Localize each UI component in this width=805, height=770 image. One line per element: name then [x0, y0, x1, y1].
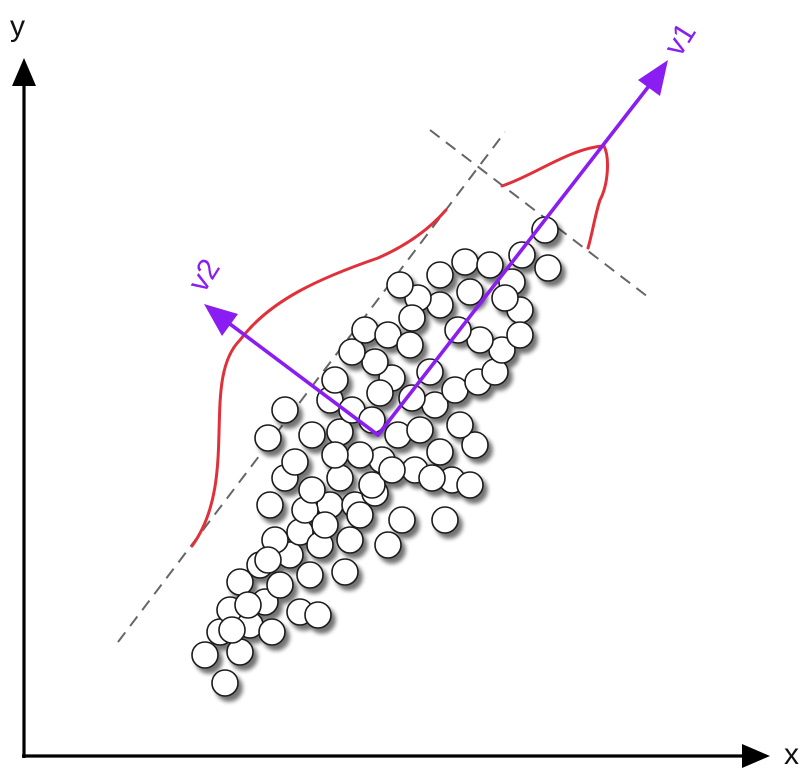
axes: y x: [10, 10, 799, 770]
data-point: [346, 501, 374, 529]
v1-vector-line: [376, 80, 654, 437]
data-point: [304, 601, 332, 629]
data-point: [331, 558, 359, 586]
data-point: [446, 411, 474, 439]
data-point: [326, 464, 354, 492]
data-point: [361, 348, 389, 376]
data-point: [378, 456, 406, 484]
v2-vector-line: [220, 316, 380, 437]
data-point: [396, 331, 424, 359]
data-point: [266, 571, 294, 599]
data-point: [441, 376, 469, 404]
data-point: [256, 491, 284, 519]
data-point: [191, 641, 219, 669]
data-points: [191, 216, 562, 697]
data-point: [254, 546, 282, 574]
data-point: [426, 261, 454, 289]
data-point: [321, 366, 349, 394]
data-point: [296, 561, 324, 589]
data-point: [426, 438, 454, 466]
data-point: [321, 441, 349, 469]
v2-arrowhead: [204, 304, 238, 336]
data-point: [506, 321, 534, 349]
data-point: [431, 506, 459, 534]
data-point: [398, 304, 426, 332]
distribution-curves: [190, 144, 609, 548]
data-point: [281, 448, 309, 476]
perpendicular-guide-line: [429, 129, 653, 301]
y-axis-arrow: [12, 58, 36, 86]
data-point: [338, 338, 366, 366]
data-point: [346, 441, 374, 469]
v2-distribution-curve: [190, 208, 448, 548]
data-point: [534, 254, 562, 282]
data-point: [456, 471, 484, 499]
data-point: [491, 284, 519, 312]
x-axis-label: x: [784, 738, 799, 770]
data-point: [218, 616, 246, 644]
data-point: [388, 506, 416, 534]
data-point: [418, 464, 446, 492]
data-point: [258, 618, 286, 646]
data-point: [374, 531, 402, 559]
data-point: [358, 471, 386, 499]
data-point: [461, 431, 489, 459]
data-point: [211, 669, 239, 697]
data-point: [451, 248, 479, 276]
data-point: [311, 511, 339, 539]
data-point: [271, 396, 299, 424]
v2-label: v2: [182, 253, 227, 297]
data-point: [351, 316, 379, 344]
y-axis-label: y: [10, 10, 25, 43]
data-point: [476, 251, 504, 279]
data-point: [298, 421, 326, 449]
data-point: [508, 241, 536, 269]
data-point: [386, 271, 414, 299]
data-point: [298, 476, 326, 504]
data-point: [456, 278, 484, 306]
data-point: [254, 424, 282, 452]
v1-distribution-curve: [500, 144, 609, 250]
x-axis-arrow: [742, 744, 770, 768]
data-point: [366, 379, 394, 407]
v1-arrowhead: [638, 60, 668, 96]
data-point: [406, 416, 434, 444]
data-point: [234, 591, 262, 619]
data-point: [398, 384, 426, 412]
data-point: [336, 526, 364, 554]
v1-label: v1: [658, 17, 703, 61]
